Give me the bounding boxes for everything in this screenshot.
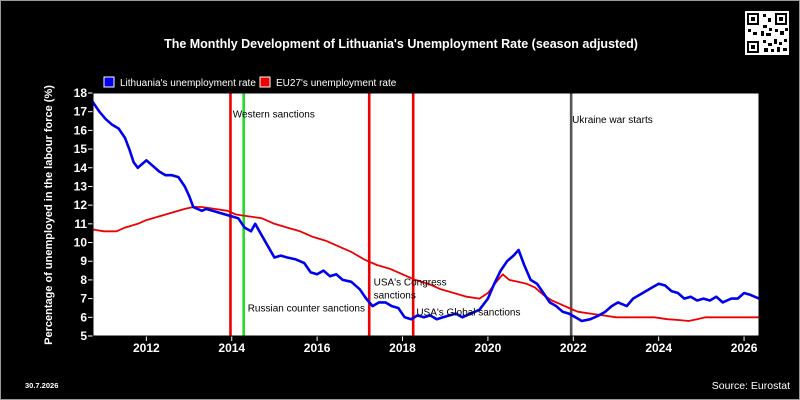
legend-label-eu27: EU27's unemployment rate bbox=[276, 78, 397, 89]
annotation-label: USA's Congress bbox=[374, 278, 447, 289]
y-tick-label: 15 bbox=[74, 142, 88, 156]
legend-swatch-eu27 bbox=[259, 76, 271, 88]
footer-source: Source: Eurostat bbox=[712, 380, 790, 392]
series-lines bbox=[91, 101, 761, 323]
event-annotations: Western sanctions Russian counter sanctio… bbox=[233, 109, 653, 318]
x-tick-label: 2026 bbox=[731, 341, 758, 355]
legend-label-lithuania: Lithuania's unemployment rate bbox=[120, 78, 256, 89]
y-tick-label: 8 bbox=[80, 273, 87, 287]
annotation-label: sanctions bbox=[374, 291, 416, 302]
qr-code-icon bbox=[745, 11, 789, 55]
y-axis-label: Percentage of unemployed in the labour f… bbox=[43, 85, 55, 345]
y-tick-label: 11 bbox=[74, 217, 87, 231]
y-tick-label: 9 bbox=[80, 254, 87, 268]
x-tick-label: 2018 bbox=[389, 341, 416, 355]
x-axis-ticks: 2012 2014 2016 2018 2020 2022 2024 2026 bbox=[133, 336, 758, 355]
legend-swatch-lithuania bbox=[103, 76, 115, 88]
footer-date: 30.7.2026 bbox=[25, 381, 58, 390]
y-tick-label: 5 bbox=[80, 329, 87, 343]
y-tick-label: 17 bbox=[74, 105, 88, 119]
event-markers bbox=[229, 93, 573, 336]
y-tick-label: 18 bbox=[74, 86, 88, 100]
y-tick-label: 16 bbox=[74, 123, 88, 137]
legend: Lithuania's unemployment rate EU27's une… bbox=[103, 76, 397, 89]
y-tick-label: 14 bbox=[74, 161, 88, 175]
chart-title: The Monthly Development of Lithuania's U… bbox=[164, 37, 638, 51]
y-tick-label: 10 bbox=[74, 236, 88, 250]
plot-border bbox=[92, 92, 760, 337]
y-tick-label: 7 bbox=[80, 292, 87, 306]
annotation-label: USA's Global sanctions bbox=[416, 307, 520, 318]
y-tick-label: 12 bbox=[74, 198, 88, 212]
x-tick-label: 2020 bbox=[475, 341, 502, 355]
annotation-label: Russian counter sanctions bbox=[248, 304, 365, 315]
annotation-label: Ukraine war starts bbox=[572, 115, 653, 126]
x-tick-label: 2012 bbox=[133, 341, 160, 355]
y-tick-label: 6 bbox=[80, 310, 87, 324]
x-tick-label: 2016 bbox=[304, 341, 331, 355]
y-axis-ticks: 5 6 7 8 9 10 11 12 13 14 15 16 17 18 bbox=[74, 86, 93, 343]
x-tick-label: 2014 bbox=[218, 341, 245, 355]
x-tick-label: 2024 bbox=[645, 341, 672, 355]
annotation-label: Western sanctions bbox=[233, 109, 315, 120]
x-tick-label: 2022 bbox=[560, 341, 587, 355]
y-tick-label: 13 bbox=[74, 179, 88, 193]
plot-area bbox=[93, 93, 759, 336]
series-line-eu27 bbox=[92, 206, 760, 322]
series-line-lithuania bbox=[91, 101, 761, 323]
